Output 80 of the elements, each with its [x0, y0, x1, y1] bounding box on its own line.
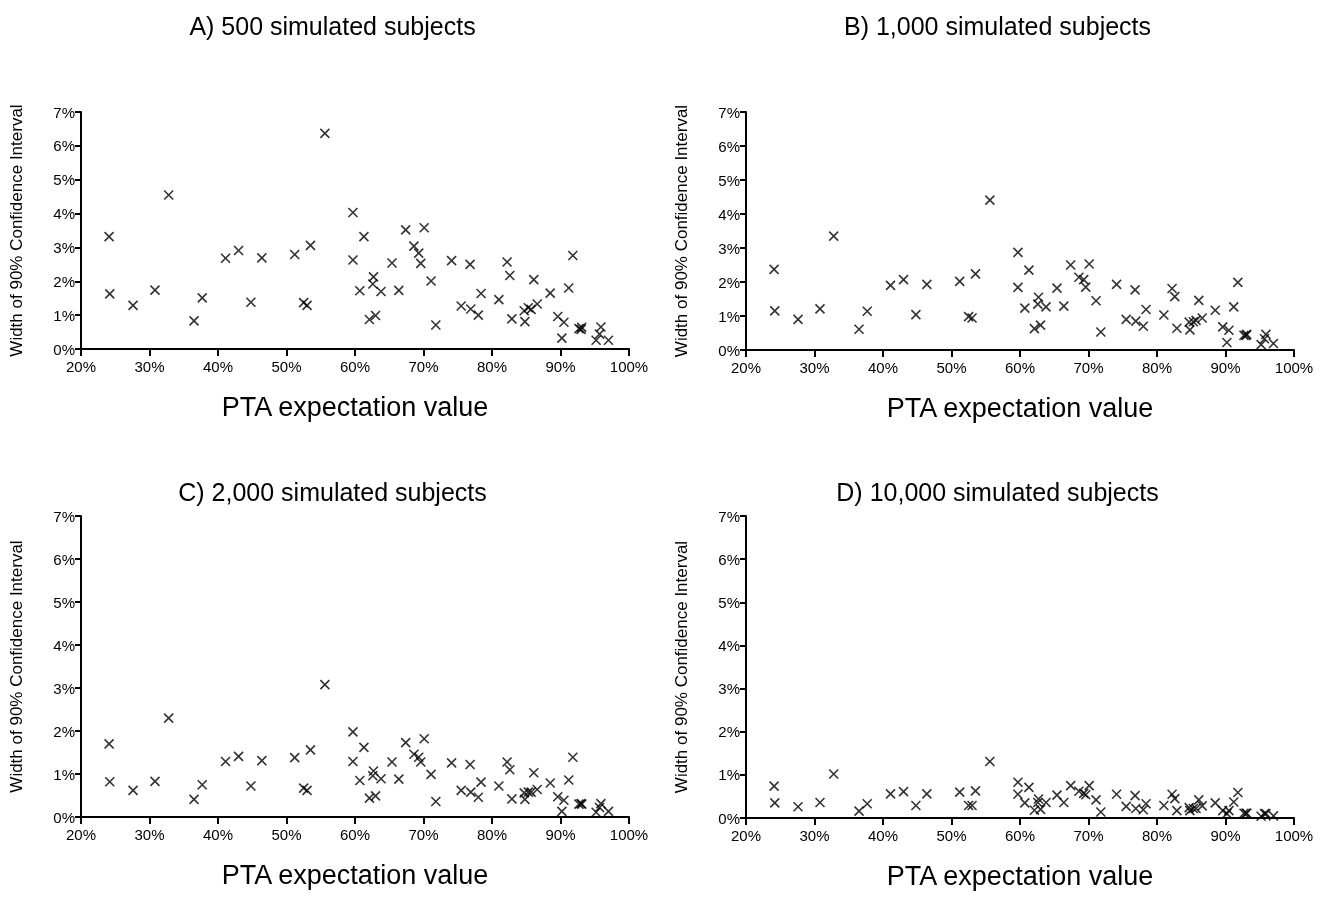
x-axis-title: PTA expectation value [886, 860, 1154, 891]
x-tick-label: 100% [1274, 827, 1314, 844]
x-tick-label: 50% [936, 359, 967, 376]
x-tick-label: 20% [65, 358, 97, 375]
y-tick-label: 2% [718, 723, 740, 741]
y-tick-label: 0% [718, 341, 740, 359]
x-tick-label: 80% [1141, 827, 1173, 844]
y-tick-label: 3% [718, 680, 740, 698]
y-tick-label: 1% [53, 765, 75, 783]
x-tick-label: 60% [339, 358, 371, 375]
y-tick-label: 2% [53, 272, 75, 290]
y-tick-label: 4% [53, 636, 75, 654]
x-tick-label: 40% [202, 358, 234, 375]
x-tick-label: 20% [730, 827, 762, 844]
y-tick-label: 5% [718, 171, 740, 189]
y-tick-label: 6% [53, 550, 75, 568]
x-axis-title: PTA expectation value [221, 859, 489, 890]
y-tick-label: 0% [53, 340, 75, 358]
x-tick-label: 30% [799, 827, 830, 844]
y-tick-label: 0% [53, 808, 75, 826]
y-tick-label: 3% [718, 239, 740, 257]
x-tick-label: 60% [1004, 359, 1036, 376]
x-tick-label: 60% [1004, 827, 1036, 844]
x-tick-label: 70% [408, 358, 439, 375]
y-tick-label: 5% [53, 171, 75, 189]
y-tick-label: 3% [53, 679, 75, 697]
chart-title: A) 500 simulated subjects [189, 11, 476, 40]
x-tick-label: 40% [202, 826, 234, 843]
y-tick-label: 1% [718, 307, 740, 325]
x-tick-label: 40% [867, 359, 899, 376]
y-tick-label: 5% [718, 593, 740, 611]
y-axis-title: Width of 90% Confidence Interval [7, 104, 26, 357]
y-tick-label: 1% [53, 306, 75, 324]
chart-title: B) 1,000 simulated subjects [843, 11, 1152, 40]
x-axis-title: PTA expectation value [221, 391, 489, 422]
y-tick-label: 7% [718, 103, 740, 121]
x-tick-label: 80% [476, 358, 508, 375]
x-tick-label: 30% [799, 359, 830, 376]
y-tick-label: 6% [718, 137, 740, 155]
x-tick-label: 70% [408, 826, 439, 843]
y-tick-label: 3% [53, 238, 75, 256]
x-tick-label: 80% [476, 826, 508, 843]
x-tick-label: 50% [271, 826, 302, 843]
y-tick-label: 4% [718, 636, 740, 654]
chart-title: C) 2,000 simulated subjects [178, 477, 487, 506]
x-tick-label: 100% [609, 358, 649, 375]
y-tick-label: 2% [718, 273, 740, 291]
x-tick-label: 90% [1210, 359, 1241, 376]
y-axis-title: Width of 90% Confidence Interval [672, 540, 691, 794]
x-tick-label: 90% [1210, 827, 1241, 844]
x-tick-label: 100% [609, 826, 649, 843]
x-tick-label: 50% [936, 827, 967, 844]
y-tick-label: 6% [53, 137, 75, 155]
x-tick-label: 30% [134, 358, 165, 375]
x-tick-label: 50% [271, 358, 302, 375]
y-axis-title: Width of 90% Confidence Interval [7, 540, 26, 793]
x-tick-label: 90% [545, 826, 576, 843]
x-tick-label: 80% [1141, 359, 1173, 376]
x-tick-label: 70% [1073, 359, 1104, 376]
y-tick-label: 7% [53, 103, 75, 121]
y-tick-label: 1% [718, 766, 740, 784]
x-tick-label: 100% [1274, 359, 1314, 376]
x-tick-label: 40% [867, 827, 899, 844]
x-tick-label: 20% [730, 359, 762, 376]
x-tick-label: 20% [65, 826, 97, 843]
y-tick-label: 0% [718, 809, 740, 827]
y-tick-label: 4% [718, 205, 740, 223]
chart-title: D) 10,000 simulated subjects [836, 477, 1159, 506]
y-axis-title: Width of 90% Confidence Interval [672, 104, 691, 358]
y-tick-label: 7% [53, 507, 75, 525]
y-tick-label: 5% [53, 593, 75, 611]
y-tick-label: 2% [53, 722, 75, 740]
y-tick-label: 7% [718, 507, 740, 525]
x-tick-label: 90% [545, 358, 576, 375]
x-tick-label: 70% [1073, 827, 1104, 844]
x-tick-label: 60% [339, 826, 371, 843]
y-tick-label: 6% [718, 550, 740, 568]
x-tick-label: 30% [134, 826, 165, 843]
x-axis-title: PTA expectation value [886, 392, 1154, 423]
y-tick-label: 4% [53, 205, 75, 223]
